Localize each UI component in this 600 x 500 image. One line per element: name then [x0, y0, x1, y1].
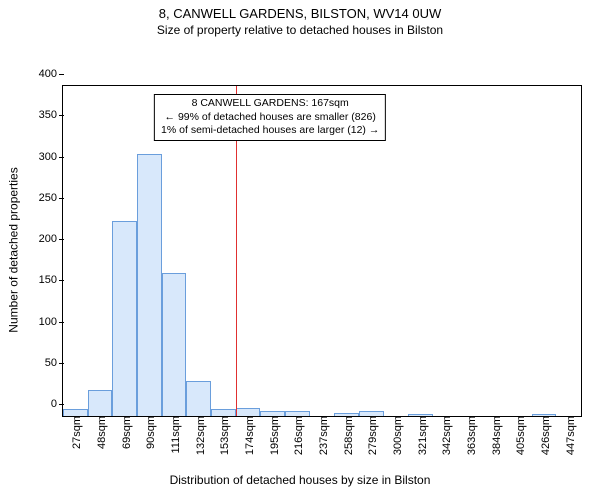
y-tick: 100 [39, 316, 63, 328]
x-tick: 153sqm [215, 416, 231, 455]
histogram-bar [211, 409, 236, 416]
x-tick: 27sqm [67, 416, 83, 449]
y-axis-label: Number of detached properties [6, 85, 22, 415]
histogram-bar [137, 154, 162, 416]
x-tick: 300sqm [388, 416, 404, 455]
annotation-line-3: 1% of semi-detached houses are larger (1… [161, 124, 379, 138]
chart-subtitle: Size of property relative to detached ho… [0, 23, 600, 37]
x-tick: 279sqm [363, 416, 379, 455]
y-tick: 50 [45, 357, 63, 369]
y-tick: 300 [39, 151, 63, 163]
histogram-bar [112, 221, 137, 416]
x-tick: 447sqm [561, 416, 577, 455]
x-axis-title: Distribution of detached houses by size … [0, 473, 600, 487]
histogram-bar [63, 409, 88, 416]
annotation-box: 8 CANWELL GARDENS: 167sqm← 99% of detach… [154, 94, 386, 141]
annotation-line-1: 8 CANWELL GARDENS: 167sqm [161, 97, 379, 111]
y-tick: 200 [39, 233, 63, 245]
x-tick: 342sqm [437, 416, 453, 455]
plot-area: 05010015020025030035040027sqm48sqm69sqm9… [62, 85, 582, 417]
x-tick: 174sqm [240, 416, 256, 455]
x-tick: 426sqm [536, 416, 552, 455]
annotation-line-2: ← 99% of detached houses are smaller (82… [161, 111, 379, 125]
x-tick: 258sqm [339, 416, 355, 455]
x-tick: 90sqm [141, 416, 157, 449]
y-axis-label-text: Number of detached properties [7, 167, 21, 332]
histogram-bar [162, 273, 187, 416]
x-tick: 69sqm [117, 416, 133, 449]
x-tick: 195sqm [265, 416, 281, 455]
x-tick: 216sqm [289, 416, 305, 455]
y-tick: 0 [51, 398, 63, 410]
y-tick: 150 [39, 274, 63, 286]
histogram-bar [186, 381, 211, 416]
x-tick: 132sqm [191, 416, 207, 455]
x-tick: 405sqm [511, 416, 527, 455]
y-tick: 350 [39, 109, 63, 121]
x-tick: 111sqm [166, 416, 182, 454]
histogram-bar [236, 408, 261, 416]
x-tick: 321sqm [413, 416, 429, 455]
x-tick: 363sqm [462, 416, 478, 455]
y-tick: 250 [39, 192, 63, 204]
chart-title: 8, CANWELL GARDENS, BILSTON, WV14 0UW [0, 6, 600, 21]
x-tick: 384sqm [487, 416, 503, 455]
histogram-bar [88, 390, 113, 416]
y-tick: 400 [39, 68, 63, 80]
x-tick: 237sqm [314, 416, 330, 455]
x-tick: 48sqm [92, 416, 108, 449]
